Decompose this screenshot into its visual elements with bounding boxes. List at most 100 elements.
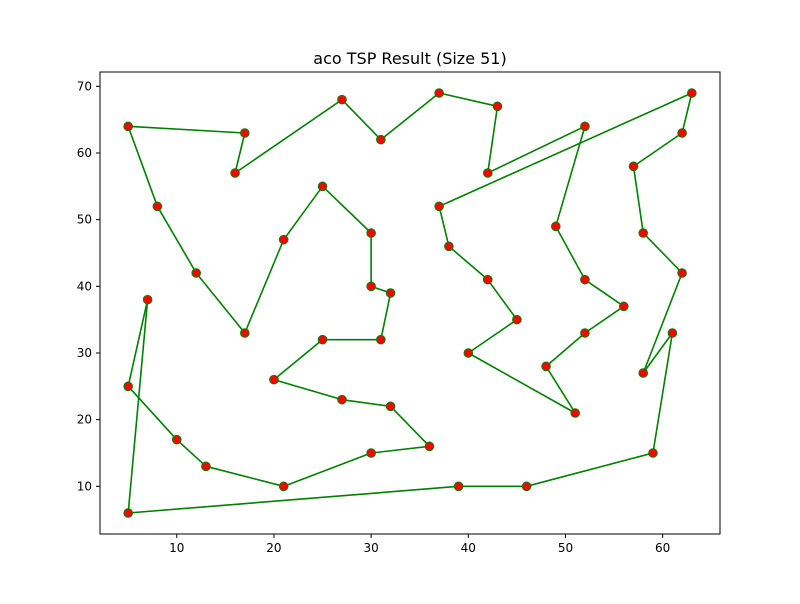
tour-edge: [205, 465, 285, 488]
tour-edge: [642, 232, 683, 274]
tour-edge: [584, 278, 625, 308]
y-tick-label: 30: [77, 346, 92, 360]
tour-edge: [127, 125, 159, 208]
tour-edge: [438, 92, 499, 108]
city-point: [580, 274, 590, 285]
city-point: [239, 328, 250, 338]
city-point: [269, 374, 279, 385]
city-point: [580, 328, 590, 338]
city-point: [337, 94, 347, 105]
y-tick-label: 70: [77, 79, 92, 93]
city-point: [453, 481, 464, 492]
city-point: [191, 268, 202, 278]
tour-edge: [438, 92, 693, 208]
city-point: [512, 314, 522, 325]
tour-edge: [525, 452, 654, 488]
tour-edge: [195, 272, 246, 334]
tour-edge: [584, 305, 625, 334]
city-point: [424, 441, 435, 452]
tour-edge: [341, 98, 382, 141]
tour-edge: [127, 125, 246, 134]
city-point: [541, 361, 551, 372]
city-point: [171, 434, 182, 445]
tour-edge: [156, 205, 198, 274]
y-tick-label: 40: [77, 279, 92, 293]
x-tick-label: 40: [461, 541, 476, 555]
tour-edge: [554, 225, 586, 281]
y-tick-label: 20: [77, 413, 92, 427]
city-point: [628, 161, 639, 172]
tour-edge: [341, 398, 392, 408]
tour-edge: [127, 298, 149, 388]
tour-edge: [282, 185, 324, 241]
tour-edge: [243, 238, 285, 334]
tour-edge: [486, 125, 586, 174]
tour-edge: [642, 272, 683, 374]
city-point: [482, 168, 493, 178]
plot-area: [123, 88, 697, 518]
tour-edge: [175, 438, 207, 468]
city-point: [142, 294, 153, 305]
y-axis: 10 20 30 40 50 60 70: [77, 79, 100, 493]
city-point: [638, 228, 649, 238]
x-tick-label: 10: [169, 541, 184, 555]
tour-edge: [467, 318, 518, 354]
y-tick-label: 10: [77, 479, 92, 493]
x-axis: 10 20 30 40 50 60: [169, 534, 670, 555]
city-point: [317, 181, 328, 192]
x-tick-label: 50: [558, 541, 573, 555]
y-tick-label: 60: [77, 146, 92, 160]
tour-edge: [380, 92, 440, 141]
tour-edge: [273, 338, 324, 381]
city-point: [618, 301, 629, 312]
city-point: [201, 461, 211, 472]
city-point: [376, 134, 386, 145]
city-point: [444, 241, 454, 252]
tour-edge: [652, 332, 674, 454]
tour-edge: [389, 405, 431, 448]
city-point: [492, 101, 503, 112]
city-point: [580, 121, 590, 132]
city-point: [677, 268, 687, 278]
tour-edge: [632, 165, 645, 234]
tour-edge: [234, 132, 246, 174]
city-point: [638, 368, 649, 378]
tour-edge: [632, 132, 683, 168]
tour-edge: [282, 452, 372, 488]
city-point: [434, 201, 444, 212]
tour-edge: [127, 485, 460, 514]
city-point: [366, 281, 376, 292]
y-tick-label: 50: [77, 213, 92, 227]
city-point: [278, 481, 289, 492]
city-point: [434, 88, 444, 98]
city-point: [239, 128, 250, 138]
tour-edge: [127, 298, 149, 514]
tour-edge: [486, 105, 499, 174]
city-point: [278, 234, 289, 245]
axes-frame: [99, 71, 721, 535]
tour-edge: [545, 332, 586, 368]
city-point: [648, 448, 658, 458]
tour-edge: [370, 445, 431, 454]
tour-edge: [467, 352, 577, 414]
city-point: [550, 221, 561, 232]
tour-edge: [642, 332, 674, 374]
tour-edge: [448, 245, 489, 281]
city-point: [376, 334, 386, 345]
city-point: [366, 228, 376, 238]
tour-edge: [681, 92, 693, 134]
tour-edge: [438, 205, 450, 248]
city-point: [317, 334, 328, 345]
city-point: [152, 201, 163, 212]
city-point: [667, 328, 678, 338]
city-point: [687, 88, 697, 98]
x-tick-label: 20: [266, 541, 281, 555]
city-point: [570, 408, 581, 418]
city-point: [123, 381, 133, 392]
tour-edge: [545, 365, 577, 414]
city-point: [230, 168, 240, 178]
tour-edge: [380, 292, 392, 341]
city-point: [385, 288, 396, 298]
